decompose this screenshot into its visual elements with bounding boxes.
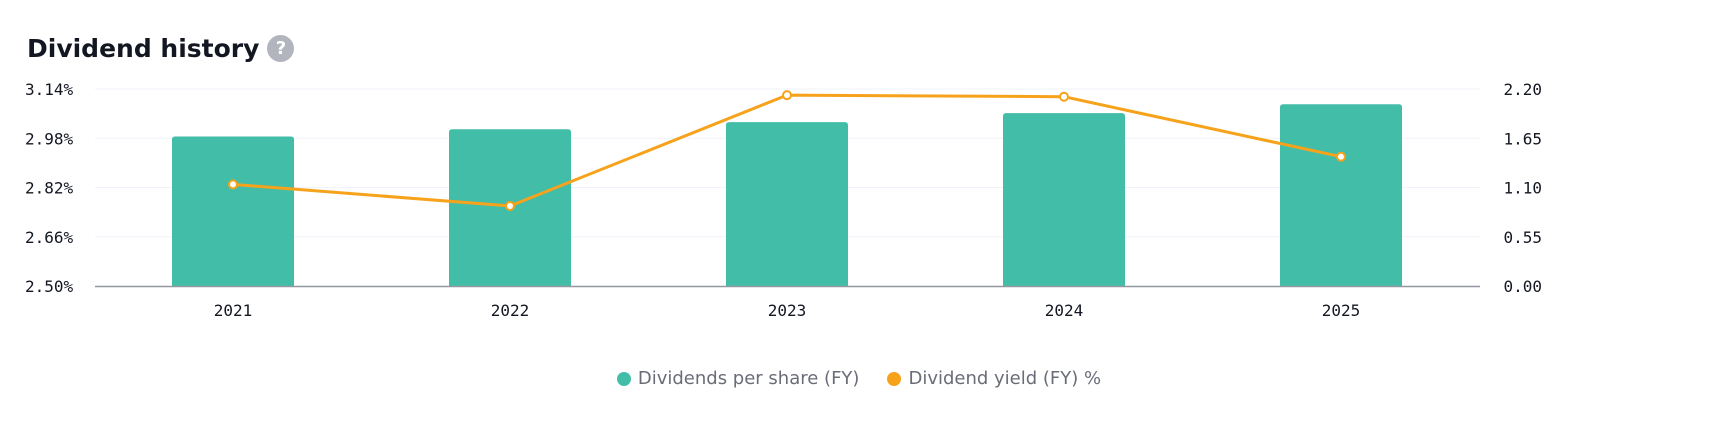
y-left-tick-label: 2.98% — [25, 129, 74, 148]
y-right-tick-label: 0.55 — [1503, 228, 1542, 247]
dividend-bar-2024[interactable] — [1003, 113, 1125, 286]
x-tick-label: 2022 — [491, 301, 530, 320]
chart-title: Dividend history — [27, 34, 260, 63]
dividend-bar-2025[interactable] — [1280, 104, 1402, 287]
legend-item-dividends[interactable]: Dividends per share (FY) — [616, 368, 860, 389]
x-tick-label: 2023 — [768, 301, 807, 320]
yield-point-2024[interactable] — [1059, 91, 1069, 102]
x-tick-label: 2024 — [1045, 301, 1084, 320]
legend-label-dividends: Dividends per share (FY) — [637, 368, 860, 389]
dividend-chart: 3.14% 2.98% 2.82% 2.66% 2.50% 2.20 1.65 1.10 0.5… — [25, 80, 1542, 320]
y-left-tick-label: 2.66% — [25, 228, 74, 247]
y-right-tick-label: 1.10 — [1503, 179, 1542, 198]
chart-legend: Dividends per share (FY) Dividend yield … — [0, 368, 1718, 389]
legend-label-yield: Dividend yield (FY) % — [908, 368, 1102, 389]
y-right-tick-label: 0.00 — [1503, 277, 1542, 296]
legend-swatch-yield — [887, 371, 902, 386]
dividend-bar-2021[interactable] — [172, 136, 294, 286]
labels-layer: 3.14% 2.98% 2.82% 2.66% 2.50% 2.20 1.65 1.10 0.5… — [25, 80, 1542, 320]
x-tick-label: 2021 — [214, 301, 253, 320]
x-tick-label: 2025 — [1322, 301, 1361, 320]
dividend-bar-2023[interactable] — [726, 122, 848, 286]
yield-point-2022[interactable] — [505, 200, 515, 211]
line-layer — [228, 90, 1346, 211]
y-left-tick-label: 2.82% — [25, 179, 74, 198]
help-icon[interactable]: ? — [267, 35, 295, 62]
yield-point-2023[interactable] — [782, 90, 792, 101]
y-left-tick-label: 2.50% — [25, 277, 74, 296]
legend-item-yield[interactable]: Dividend yield (FY) % — [887, 368, 1101, 389]
yield-point-2021[interactable] — [228, 179, 238, 190]
legend-swatch-dividends — [616, 371, 631, 386]
y-right-tick-label: 1.65 — [1503, 129, 1542, 148]
y-right-tick-label: 2.20 — [1503, 80, 1542, 99]
chart-header: Dividend history ? — [27, 34, 295, 63]
y-left-tick-label: 3.14% — [25, 80, 74, 99]
yield-point-2025[interactable] — [1336, 151, 1346, 162]
